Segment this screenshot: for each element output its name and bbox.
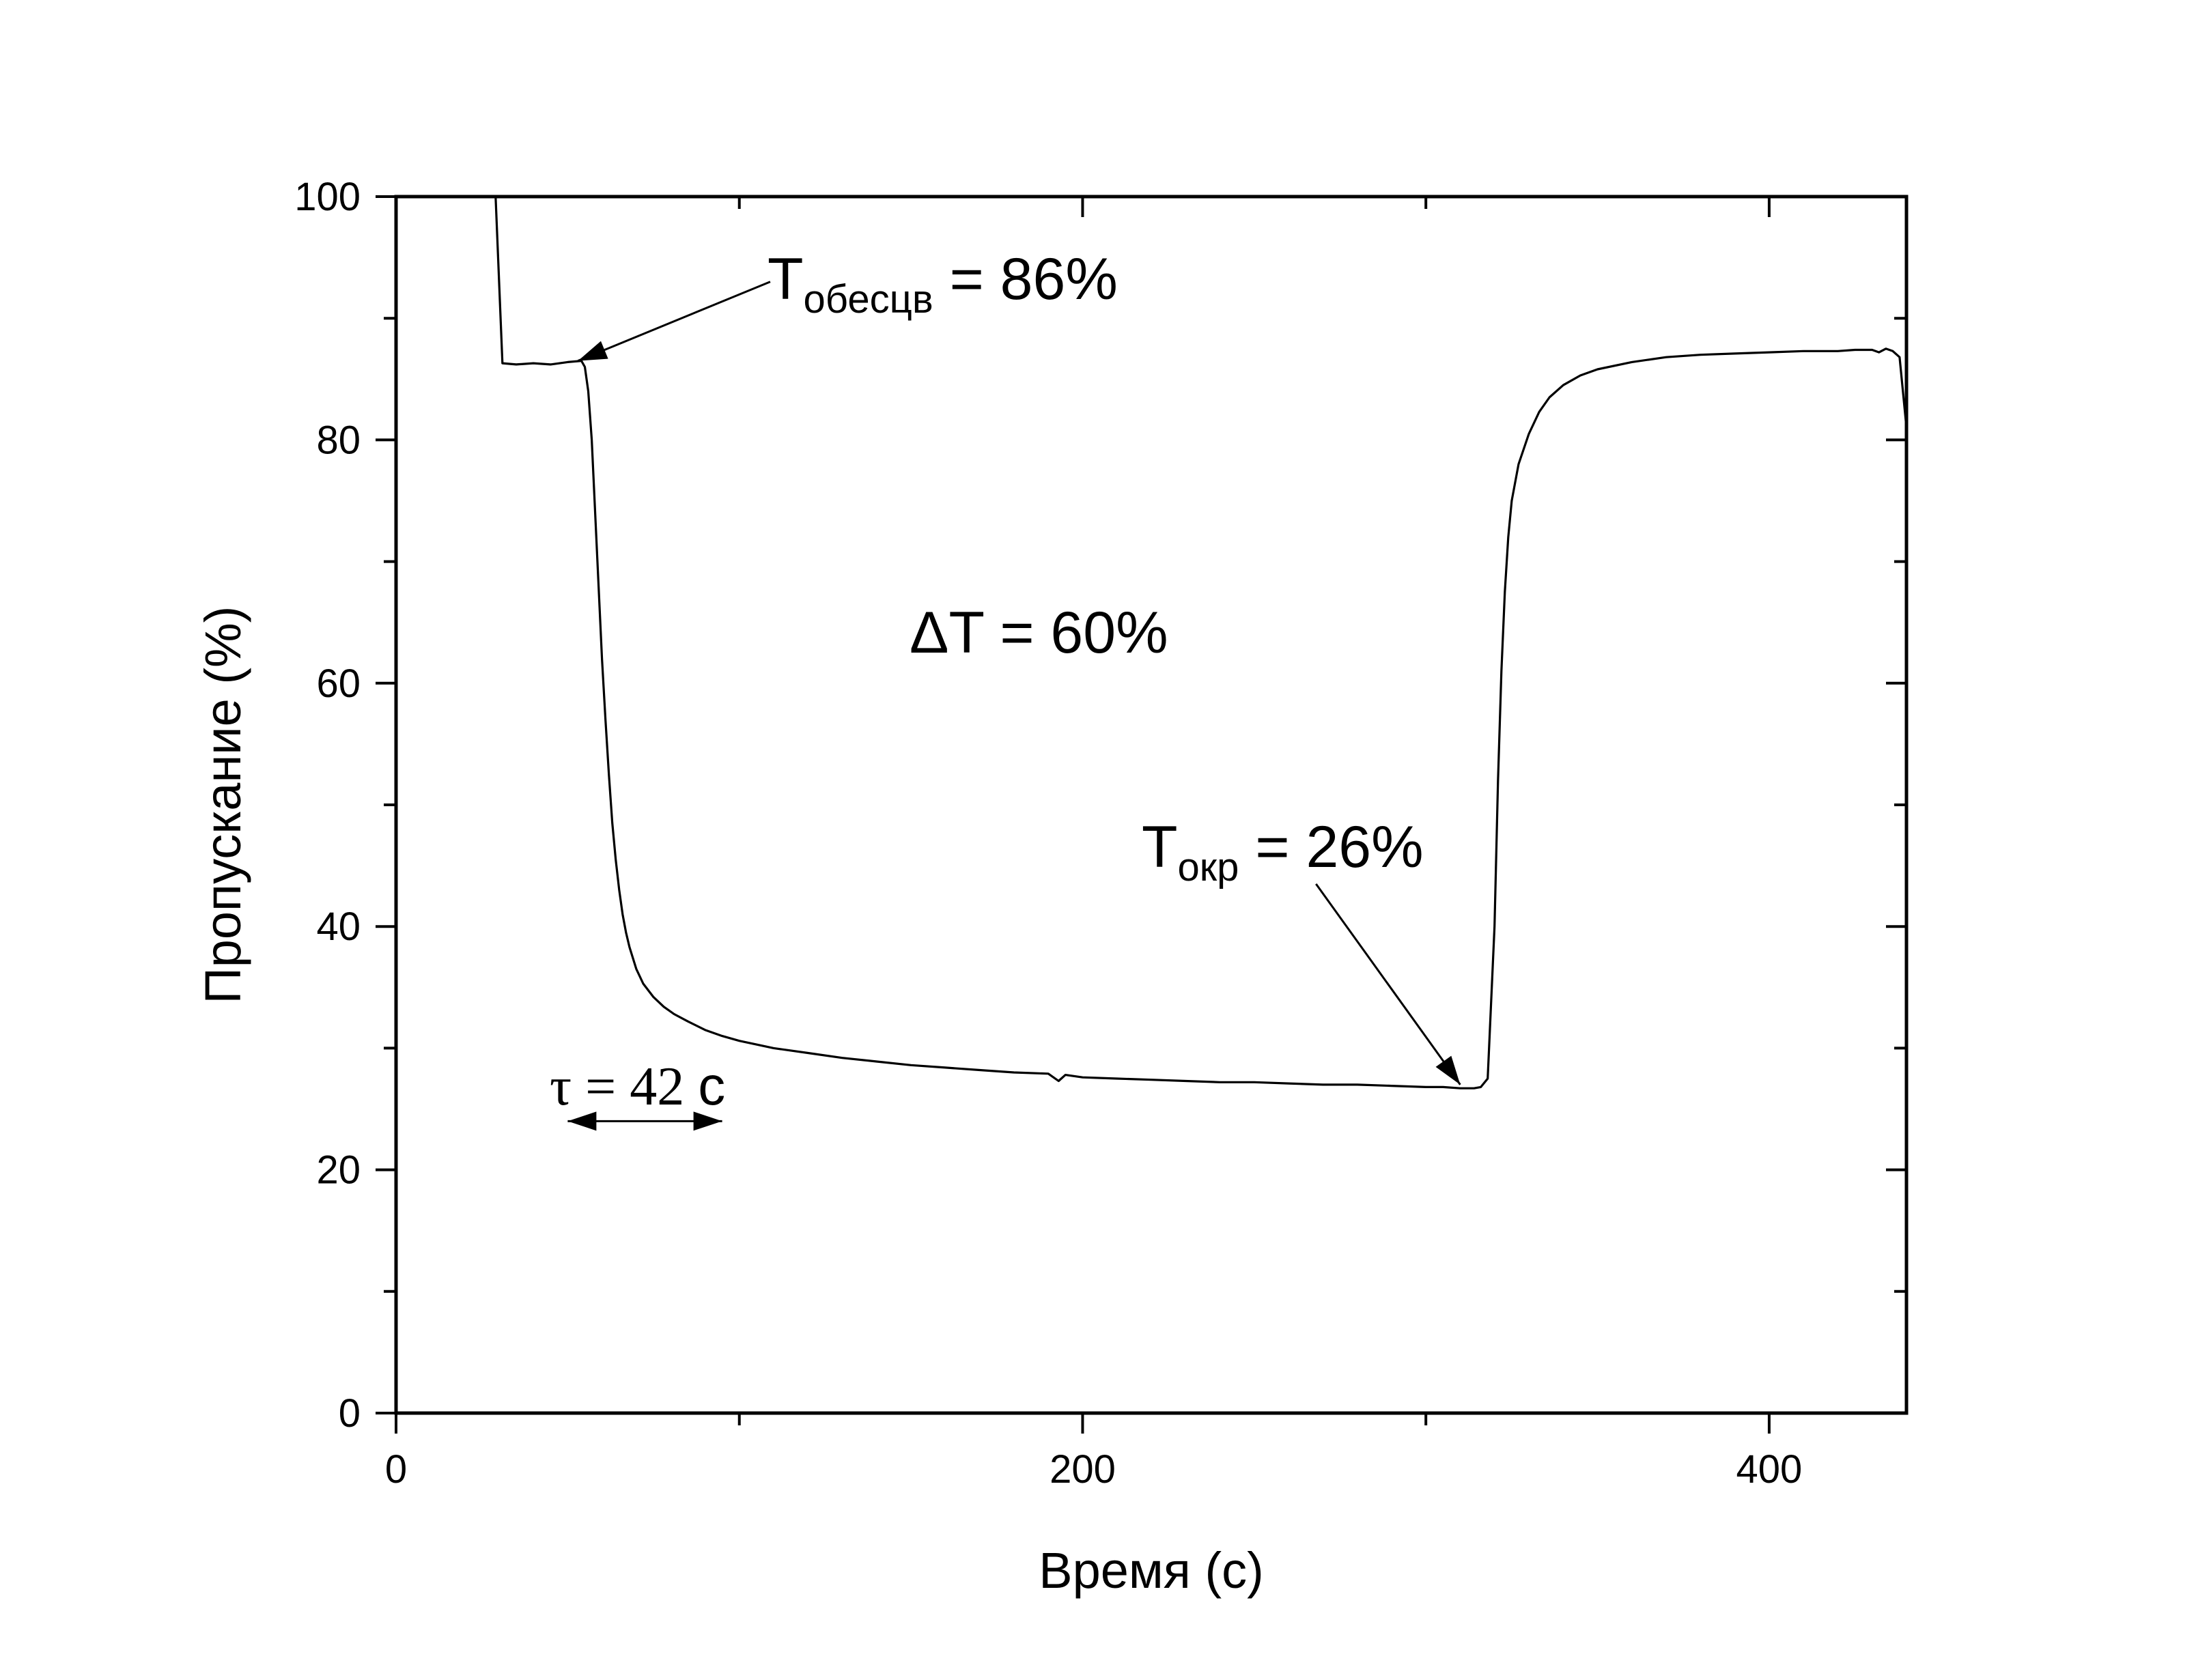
annotation-response-time-unit: с: [698, 1055, 725, 1116]
y-tick-label: 20: [316, 1148, 361, 1193]
y-tick-label: 100: [294, 175, 361, 219]
axis-tick-labels: 0 200 400 0 20 40 60 80 100: [294, 175, 1802, 1492]
x-tick-label: 400: [1736, 1447, 1803, 1492]
plot-frame: [394, 195, 1909, 1415]
y-tick-label: 80: [316, 418, 361, 462]
annotation-colored-main: T: [1142, 814, 1178, 880]
annotation-response-time-arrowhead-right: [693, 1111, 722, 1131]
y-axis-title: Пропускание (%): [195, 606, 251, 1004]
annotation-colored-transmittance: Tокр = 26%: [1142, 814, 1424, 889]
annotation-bleached-arrow: [577, 281, 771, 362]
annotation-bleached-main: T: [768, 246, 804, 312]
transmittance-series-line: [494, 196, 1908, 1090]
annotation-response-time-main: τ = 42: [550, 1057, 698, 1117]
x-tick-label: 0: [385, 1447, 407, 1492]
x-tick-label: 200: [1050, 1447, 1116, 1492]
annotation-delta-transmittance: ΔT = 60%: [910, 600, 1168, 666]
annotation-bleached-subscript: обесцв: [804, 277, 933, 322]
annotation-colored-arrow: [1315, 883, 1461, 1085]
x-axis-title: Время (с): [1039, 1542, 1263, 1599]
annotation-bleached-arrowhead: [578, 341, 608, 361]
axis-ticks: [376, 195, 1906, 1434]
annotation-colored-arrowhead: [1435, 1055, 1461, 1085]
annotation-response-time: τ = 42 с: [550, 1055, 725, 1117]
y-tick-label: 40: [316, 905, 361, 949]
annotation-bleached-tail: = 86%: [933, 246, 1118, 312]
annotation-bleached-transmittance: Tобесцв = 86%: [768, 246, 1118, 322]
annotation-response-time-arrowhead-left: [567, 1111, 597, 1131]
annotation-colored-subscript: окр: [1178, 845, 1239, 889]
y-tick-label: 0: [339, 1391, 361, 1436]
annotation-colored-tail: = 26%: [1239, 814, 1423, 880]
y-tick-label: 60: [316, 661, 361, 706]
